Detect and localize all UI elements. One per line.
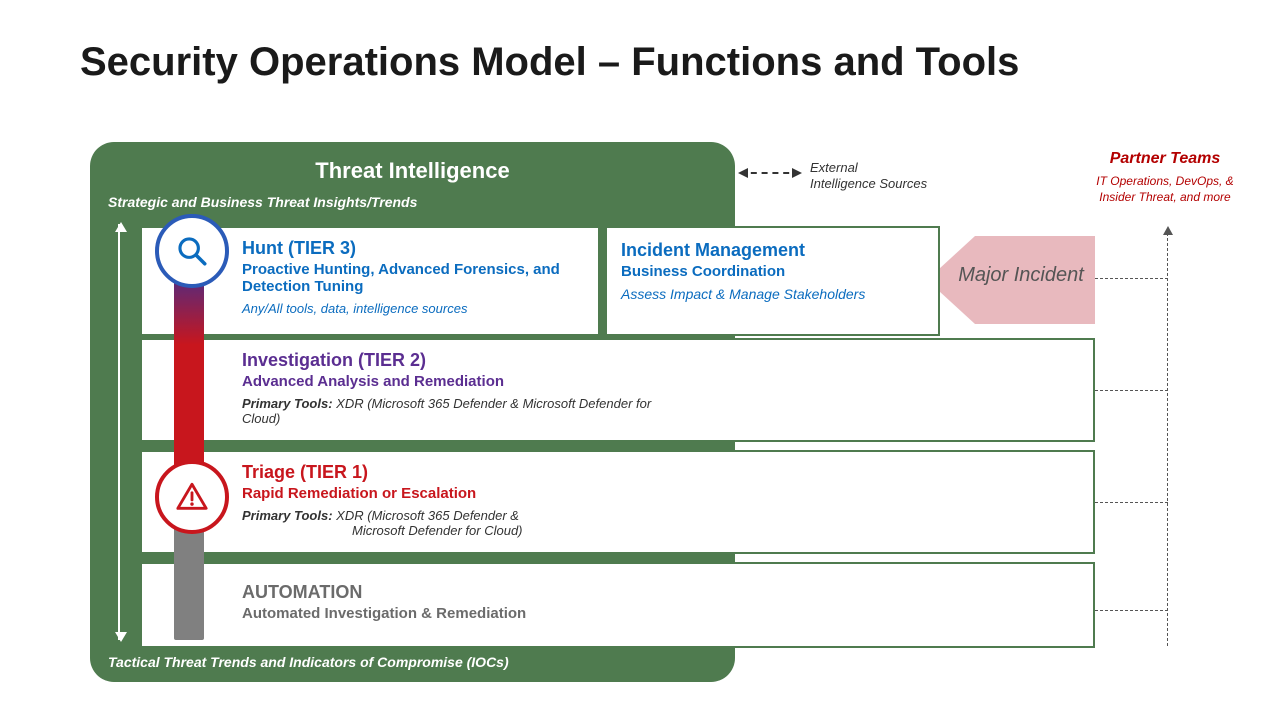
partner-teams-sub: IT Operations, DevOps, & Insider Threat,… bbox=[1090, 174, 1240, 205]
tier-investigation-title: Investigation (TIER 2) bbox=[242, 350, 672, 371]
threat-intel-top-sub: Strategic and Business Threat Insights/T… bbox=[108, 194, 417, 210]
tier-investigation-tools-label: Primary Tools: bbox=[242, 396, 333, 411]
tier-automation-row: AUTOMATION Automated Investigation & Rem… bbox=[140, 562, 1095, 648]
external-intel-line2: Intelligence Sources bbox=[810, 176, 927, 191]
dash-line-hunt bbox=[1095, 278, 1168, 279]
external-intel-line1: External bbox=[810, 160, 858, 175]
tier-triage-tools-label: Primary Tools: bbox=[242, 508, 333, 523]
tier-hunt-subtitle: Proactive Hunting, Advanced Forensics, a… bbox=[242, 261, 590, 295]
tier-automation-title: AUTOMATION bbox=[242, 582, 662, 603]
threat-intel-heading: Threat Intelligence bbox=[90, 158, 735, 184]
tier-investigation-row: Investigation (TIER 2) Advanced Analysis… bbox=[140, 338, 1095, 442]
tier-triage-title: Triage (TIER 1) bbox=[242, 462, 662, 483]
tier-hunt-title: Hunt (TIER 3) bbox=[242, 238, 590, 259]
tier-hunt-note: Any/All tools, data, intelligence source… bbox=[242, 301, 590, 316]
partner-teams-vertical-line bbox=[1167, 228, 1168, 646]
threat-intel-bottom-sub: Tactical Threat Trends and Indicators of… bbox=[108, 654, 509, 670]
page-title: Security Operations Model – Functions an… bbox=[80, 40, 1019, 85]
partner-teams-title: Partner Teams bbox=[1090, 150, 1240, 168]
incident-mgmt-box: Incident Management Business Coordinatio… bbox=[605, 226, 940, 336]
tier-investigation-subtitle: Advanced Analysis and Remediation bbox=[242, 373, 672, 390]
dash-line-investigation bbox=[1095, 390, 1168, 391]
external-intel-arrow bbox=[740, 172, 800, 174]
tier-gradient-bar bbox=[174, 230, 204, 640]
tier-investigation-tools: Primary Tools: XDR (Microsoft 365 Defend… bbox=[242, 396, 672, 426]
major-incident-label: Major Incident bbox=[958, 264, 1084, 286]
incident-mgmt-title: Incident Management bbox=[621, 240, 924, 261]
external-intel-label: External Intelligence Sources bbox=[810, 160, 927, 191]
search-icon bbox=[155, 214, 229, 288]
pink-major-incident: Major Incident bbox=[975, 236, 1095, 324]
tier-triage-subtitle: Rapid Remediation or Escalation bbox=[242, 485, 662, 502]
tier-triage-tools: Primary Tools: XDR (Microsoft 365 Defend… bbox=[242, 508, 662, 538]
incident-mgmt-subtitle: Business Coordination bbox=[621, 263, 924, 280]
tier-triage-tools-l1: XDR (Microsoft 365 Defender & bbox=[336, 508, 519, 523]
incident-mgmt-note: Assess Impact & Manage Stakeholders bbox=[621, 286, 924, 302]
tier-triage-tools-l2: Microsoft Defender for Cloud) bbox=[352, 523, 523, 538]
threat-intel-vertical-arrow bbox=[118, 224, 120, 640]
slide: Security Operations Model – Functions an… bbox=[0, 0, 1280, 720]
dash-line-triage bbox=[1095, 502, 1168, 503]
tier-triage-row: Triage (TIER 1) Rapid Remediation or Esc… bbox=[140, 450, 1095, 554]
tier-automation-subtitle: Automated Investigation & Remediation bbox=[242, 605, 662, 622]
dash-line-automation bbox=[1095, 610, 1168, 611]
alert-icon bbox=[155, 460, 229, 534]
